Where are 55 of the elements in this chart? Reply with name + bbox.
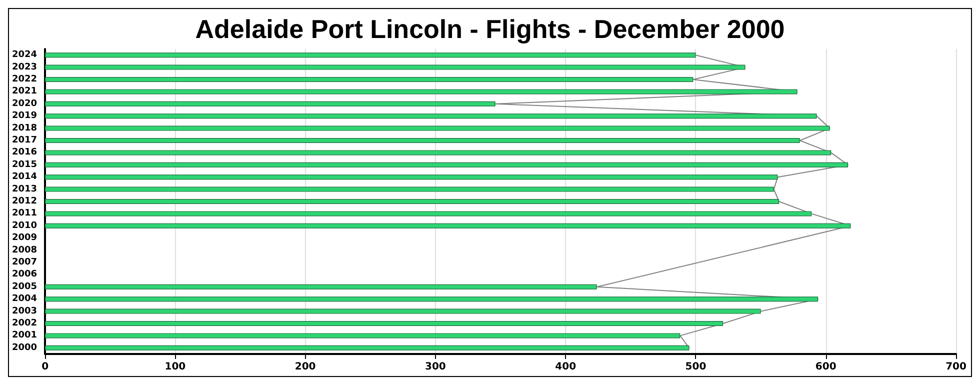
y-tick-label: 2014 [12,172,38,182]
x-tick-label: 200 [294,362,316,372]
y-tick-label: 2000 [12,342,38,353]
y-tick-label: 2001 [12,330,38,341]
y-tick-label: 2021 [12,86,38,97]
bar [45,126,830,131]
y-tick-label: 2007 [12,258,38,268]
bar [45,101,496,106]
y-tick-label: 2010 [12,220,38,231]
bar [45,77,694,82]
x-tick-label: 300 [425,362,446,372]
x-tick-label: 700 [946,362,966,372]
y-tick-label: 2008 [12,245,38,256]
bar [45,199,780,204]
y-tick-label: 2013 [12,184,38,194]
bar [45,114,817,119]
bar [45,150,832,156]
x-tick-label: 400 [555,362,576,372]
bar [45,321,724,326]
bar [45,223,851,228]
chart-title: Adelaide Port Lincoln - Flights - December 2000 [195,14,785,44]
y-tick-label: 2011 [12,208,38,219]
bar [45,296,818,302]
y-tick-label: 2005 [12,282,38,292]
bar [45,345,690,350]
bar [45,162,848,168]
bar [45,89,798,94]
bar [45,52,696,58]
y-tick-label: 2022 [12,74,38,84]
bar [45,284,597,290]
x-tick-label: 100 [164,362,186,372]
x-tick-label: 0 [42,362,49,372]
y-tick-label: 2015 [12,160,38,170]
bar [45,138,800,143]
bar [45,211,812,216]
bar [45,174,778,180]
y-tick-label: 2018 [12,123,38,134]
y-tick-label: 2009 [12,233,38,244]
bar [45,333,680,338]
bar [45,186,774,192]
y-tick-label: 2017 [12,136,38,146]
bar [45,308,761,314]
x-tick-label: 600 [815,362,836,372]
y-tick-label: 2023 [12,62,38,72]
y-tick-label: 2019 [12,111,38,122]
y-tick-label: 2024 [12,50,38,60]
y-tick-label: 2002 [12,318,38,328]
y-tick-label: 2016 [12,148,38,158]
x-tick-label: 500 [685,362,706,372]
y-tick-label: 2003 [12,306,38,316]
y-tick-label: 2020 [12,98,38,109]
y-tick-label: 2004 [12,294,38,304]
y-tick-label: 2012 [12,196,38,206]
y-tick-label: 2006 [12,270,38,280]
bar [45,64,746,70]
